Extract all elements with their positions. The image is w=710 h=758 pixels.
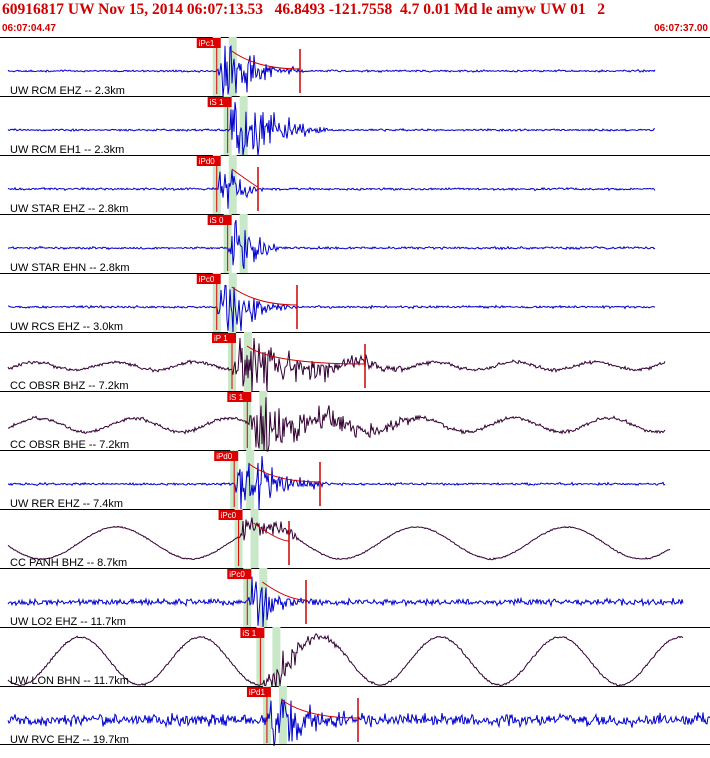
pick-label-box [240,628,265,638]
trace-label: UW LON BHN -- 11.7km [10,675,129,687]
pick-label-box [214,451,239,461]
pick-label: iS 1 [210,98,224,107]
pick-label: iPd0 [216,452,233,461]
pick-label-box [196,274,221,284]
pick-label-box [246,687,271,697]
coda-curve [246,345,366,365]
coda-curve [231,50,301,70]
trace-label: UW STAR EHZ -- 2.8km [10,203,128,215]
pick-label: iP 1 [214,334,228,343]
pick-window [272,627,281,686]
pick-window [239,214,248,273]
pick-label-box [218,510,243,520]
waveform [7,170,656,209]
pick-window [239,96,248,155]
pick-label-box [207,215,232,225]
pick-label: iPd1 [249,688,266,697]
waveform [7,219,656,270]
trace-label: CC OBSR BHE -- 7.2km [10,439,129,451]
pick-label-box [227,569,252,579]
pick-label: iPd0 [199,157,216,166]
trace-label: UW RCM EH1 -- 2.3km [10,144,124,156]
waveform [7,698,710,747]
pick-label-box [227,392,252,402]
waveform [7,576,684,629]
waveform [7,44,656,98]
pick-label-box [207,97,232,107]
pick-label: iPc0 [221,511,237,520]
waveform [7,455,666,511]
trace-label: UW RCS EHZ -- 3.0km [10,321,123,333]
trace-label: CC PANH BHZ -- 8.7km [10,557,127,569]
waveform [7,285,656,334]
trace-label: UW RCM EHZ -- 2.3km [10,85,125,97]
coda-curve [281,699,359,719]
pick-window [244,332,253,391]
trace-label: UW LO2 EHZ -- 11.7km [10,616,126,628]
trace-label: UW STAR EHN -- 2.8km [10,262,130,274]
trace-label: CC OBSR BHZ -- 7.2km [10,380,129,392]
pick-window [228,273,237,332]
pick-label: iS 1 [242,629,256,638]
event-title: 60916817 UW Nov 15, 2014 06:07:13.53 46.… [2,1,606,18]
pick-window [259,568,268,627]
coda-curve [253,522,290,542]
coda-curve [231,286,298,306]
pick-label-box [196,156,221,166]
header: 60916817 UW Nov 15, 2014 06:07:13.53 46.… [0,0,710,37]
seismogram-plot: iPc1 UW RCM EHZ -- 2.3km iS 1 UW RCM EH1 --… [0,37,710,747]
pick-label: iPc0 [229,570,245,579]
pick-label-box [196,38,221,48]
pick-label: iS 0 [210,216,224,225]
pick-window [246,450,255,509]
pick-label: iS 1 [229,393,243,402]
waveform [7,337,666,393]
coda-curve [248,463,321,483]
pick-label: iPc1 [199,39,215,48]
trace-label: UW RER EHZ -- 7.4km [10,498,123,510]
time-start-label: 06:07:04.47 [2,23,56,34]
pick-label-box [212,333,237,343]
trace-label: UW RVC EHZ -- 19.7km [10,734,129,746]
waveform [7,397,666,452]
waveform [7,517,671,561]
pick-window [250,509,259,568]
waveform [7,101,656,157]
time-end-label: 06:07:37.00 [654,23,708,34]
coda-curve [261,581,307,601]
waveform [7,633,684,689]
pick-label: iPc0 [199,275,215,284]
